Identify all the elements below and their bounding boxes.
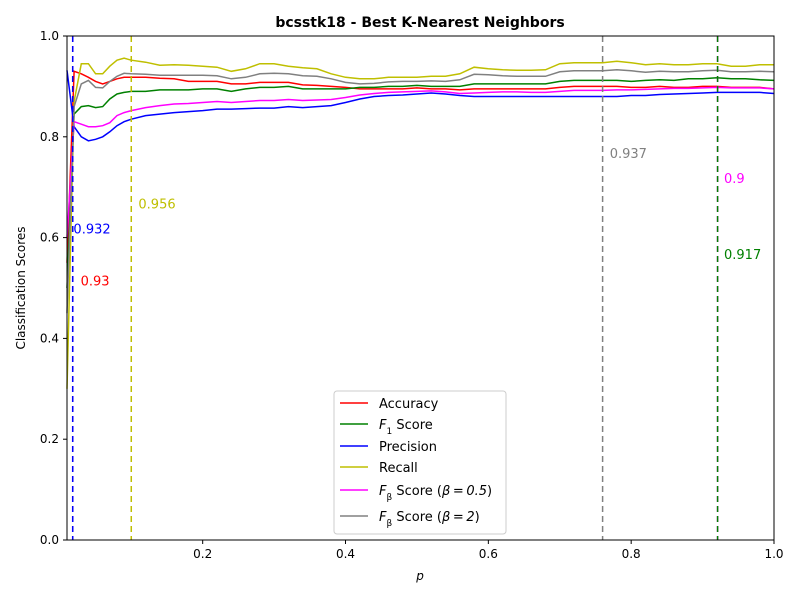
vline-label-5: 0.917: [724, 248, 761, 263]
legend-label-5: Fβ Score (β = 2): [379, 510, 480, 529]
legend-box: [333, 390, 507, 535]
y-tick-label-1: 0.2: [40, 432, 59, 446]
chart-title: bcsstk18 - Best K-Nearest Neighbors: [275, 15, 564, 31]
y-tick-label-5: 1.0: [40, 29, 59, 43]
series-line-1: [66, 77, 775, 289]
x-axis-label: p: [415, 569, 424, 583]
legend-label-1: F1 Score: [379, 418, 433, 437]
y-axis: 0.0 0.2 0.4 0.6 0.8 1.0: [40, 29, 67, 547]
x-tick-label-0: 0.2: [193, 547, 212, 561]
vline-label-0: 0.93: [81, 274, 110, 289]
series-line-5: [66, 69, 775, 314]
x-tick-label-4: 1.0: [764, 547, 783, 561]
y-tick-label-2: 0.4: [40, 331, 59, 345]
legend-label-0: Accuracy: [379, 397, 439, 412]
legend: Accuracy F1 Score Precision Recall Fβ Score …: [333, 390, 507, 535]
legend-label-3: Recall: [379, 461, 418, 476]
y-axis-label: Classification Scores: [14, 226, 28, 349]
vline-label-4: 0.9: [724, 172, 745, 187]
x-tick-label-1: 0.4: [336, 547, 355, 561]
y-tick-label-3: 0.6: [40, 231, 59, 245]
y-tick-label-4: 0.8: [40, 130, 59, 144]
x-tick-label-3: 0.8: [622, 547, 641, 561]
y-tick-label-0: 0.0: [40, 533, 59, 547]
plot-area: 0.93 0.932 0.956 0.937 0.9 0.917: [66, 36, 775, 540]
x-tick-label-2: 0.6: [479, 547, 498, 561]
legend-label-2: Precision: [379, 440, 437, 455]
legend-label-4: Fβ Score (β = 0.5): [379, 484, 492, 503]
vline-label-2: 0.956: [138, 197, 175, 212]
series-line-3: [66, 57, 774, 389]
series-line-4: [66, 86, 775, 238]
vline-label-1: 0.932: [73, 223, 110, 238]
plot-frame: [66, 35, 775, 541]
vline-label-3: 0.937: [610, 147, 647, 162]
x-axis: 0.2 0.4 0.6 0.8 1.0: [193, 540, 784, 561]
series-line-0: [66, 70, 775, 263]
